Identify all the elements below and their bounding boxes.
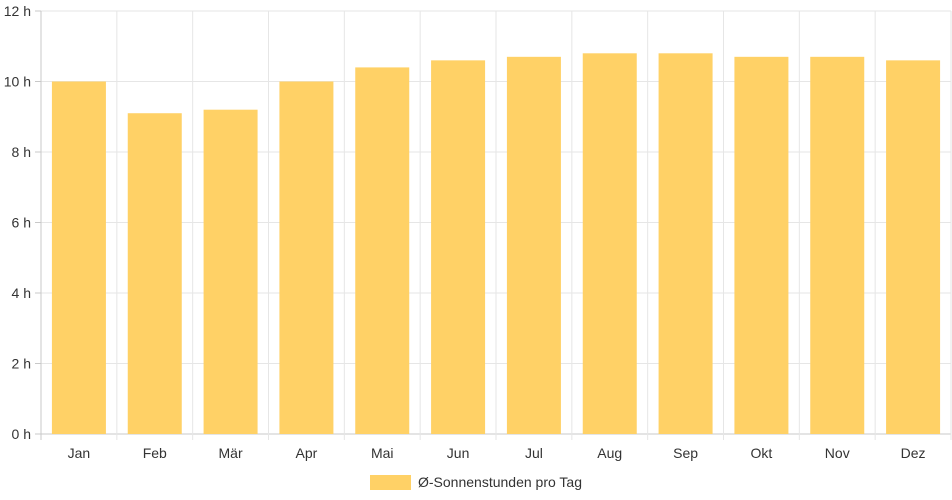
y-tick-label: 4 h [12,285,31,301]
x-tick-label: Mär [219,445,243,461]
x-tick-label: Mai [371,445,394,461]
bar-sep[interactable] [658,53,713,435]
x-tick-label: Okt [751,445,773,461]
x-tick-label: Dez [901,445,926,461]
x-tick-label: Sep [673,445,698,461]
bar-mai[interactable] [355,67,410,435]
bar-okt[interactable] [734,56,789,434]
x-tick-label: Feb [143,445,167,461]
bar-aug[interactable] [582,53,637,435]
bar-feb[interactable] [127,113,182,434]
legend[interactable]: Ø-Sonnenstunden pro Tag [370,474,582,490]
x-tick-label: Jul [525,445,543,461]
x-axis-ticks: Jan Feb Mär Apr Mai Jun Jul Aug Sep Okt Nov Dez [68,445,926,461]
y-tick-label: 2 h [12,356,31,372]
bar-dez[interactable] [886,60,941,434]
grid [35,10,952,440]
bar-jun[interactable] [431,60,486,434]
y-tick-label: 0 h [12,426,31,442]
bar-jan[interactable] [51,81,106,435]
y-tick-label: 12 h [4,3,31,19]
y-tick-label: 10 h [4,74,31,90]
bar-mär[interactable] [203,109,258,434]
x-tick-label: Aug [597,445,622,461]
legend-swatch [370,475,411,490]
bar-apr[interactable] [279,81,334,435]
bar-jul[interactable] [506,56,561,434]
y-tick-label: 8 h [12,144,31,160]
x-tick-label: Jan [68,445,91,461]
y-tick-label: 6 h [12,215,31,231]
bar-nov[interactable] [810,56,865,434]
x-tick-label: Jun [447,445,470,461]
x-tick-label: Apr [296,445,318,461]
x-tick-label: Nov [825,445,850,461]
bars [51,53,941,435]
y-axis-ticks: 0 h 2 h 4 h 6 h 8 h 10 h 12 h [4,3,31,442]
legend-label: Ø-Sonnenstunden pro Tag [418,474,582,490]
